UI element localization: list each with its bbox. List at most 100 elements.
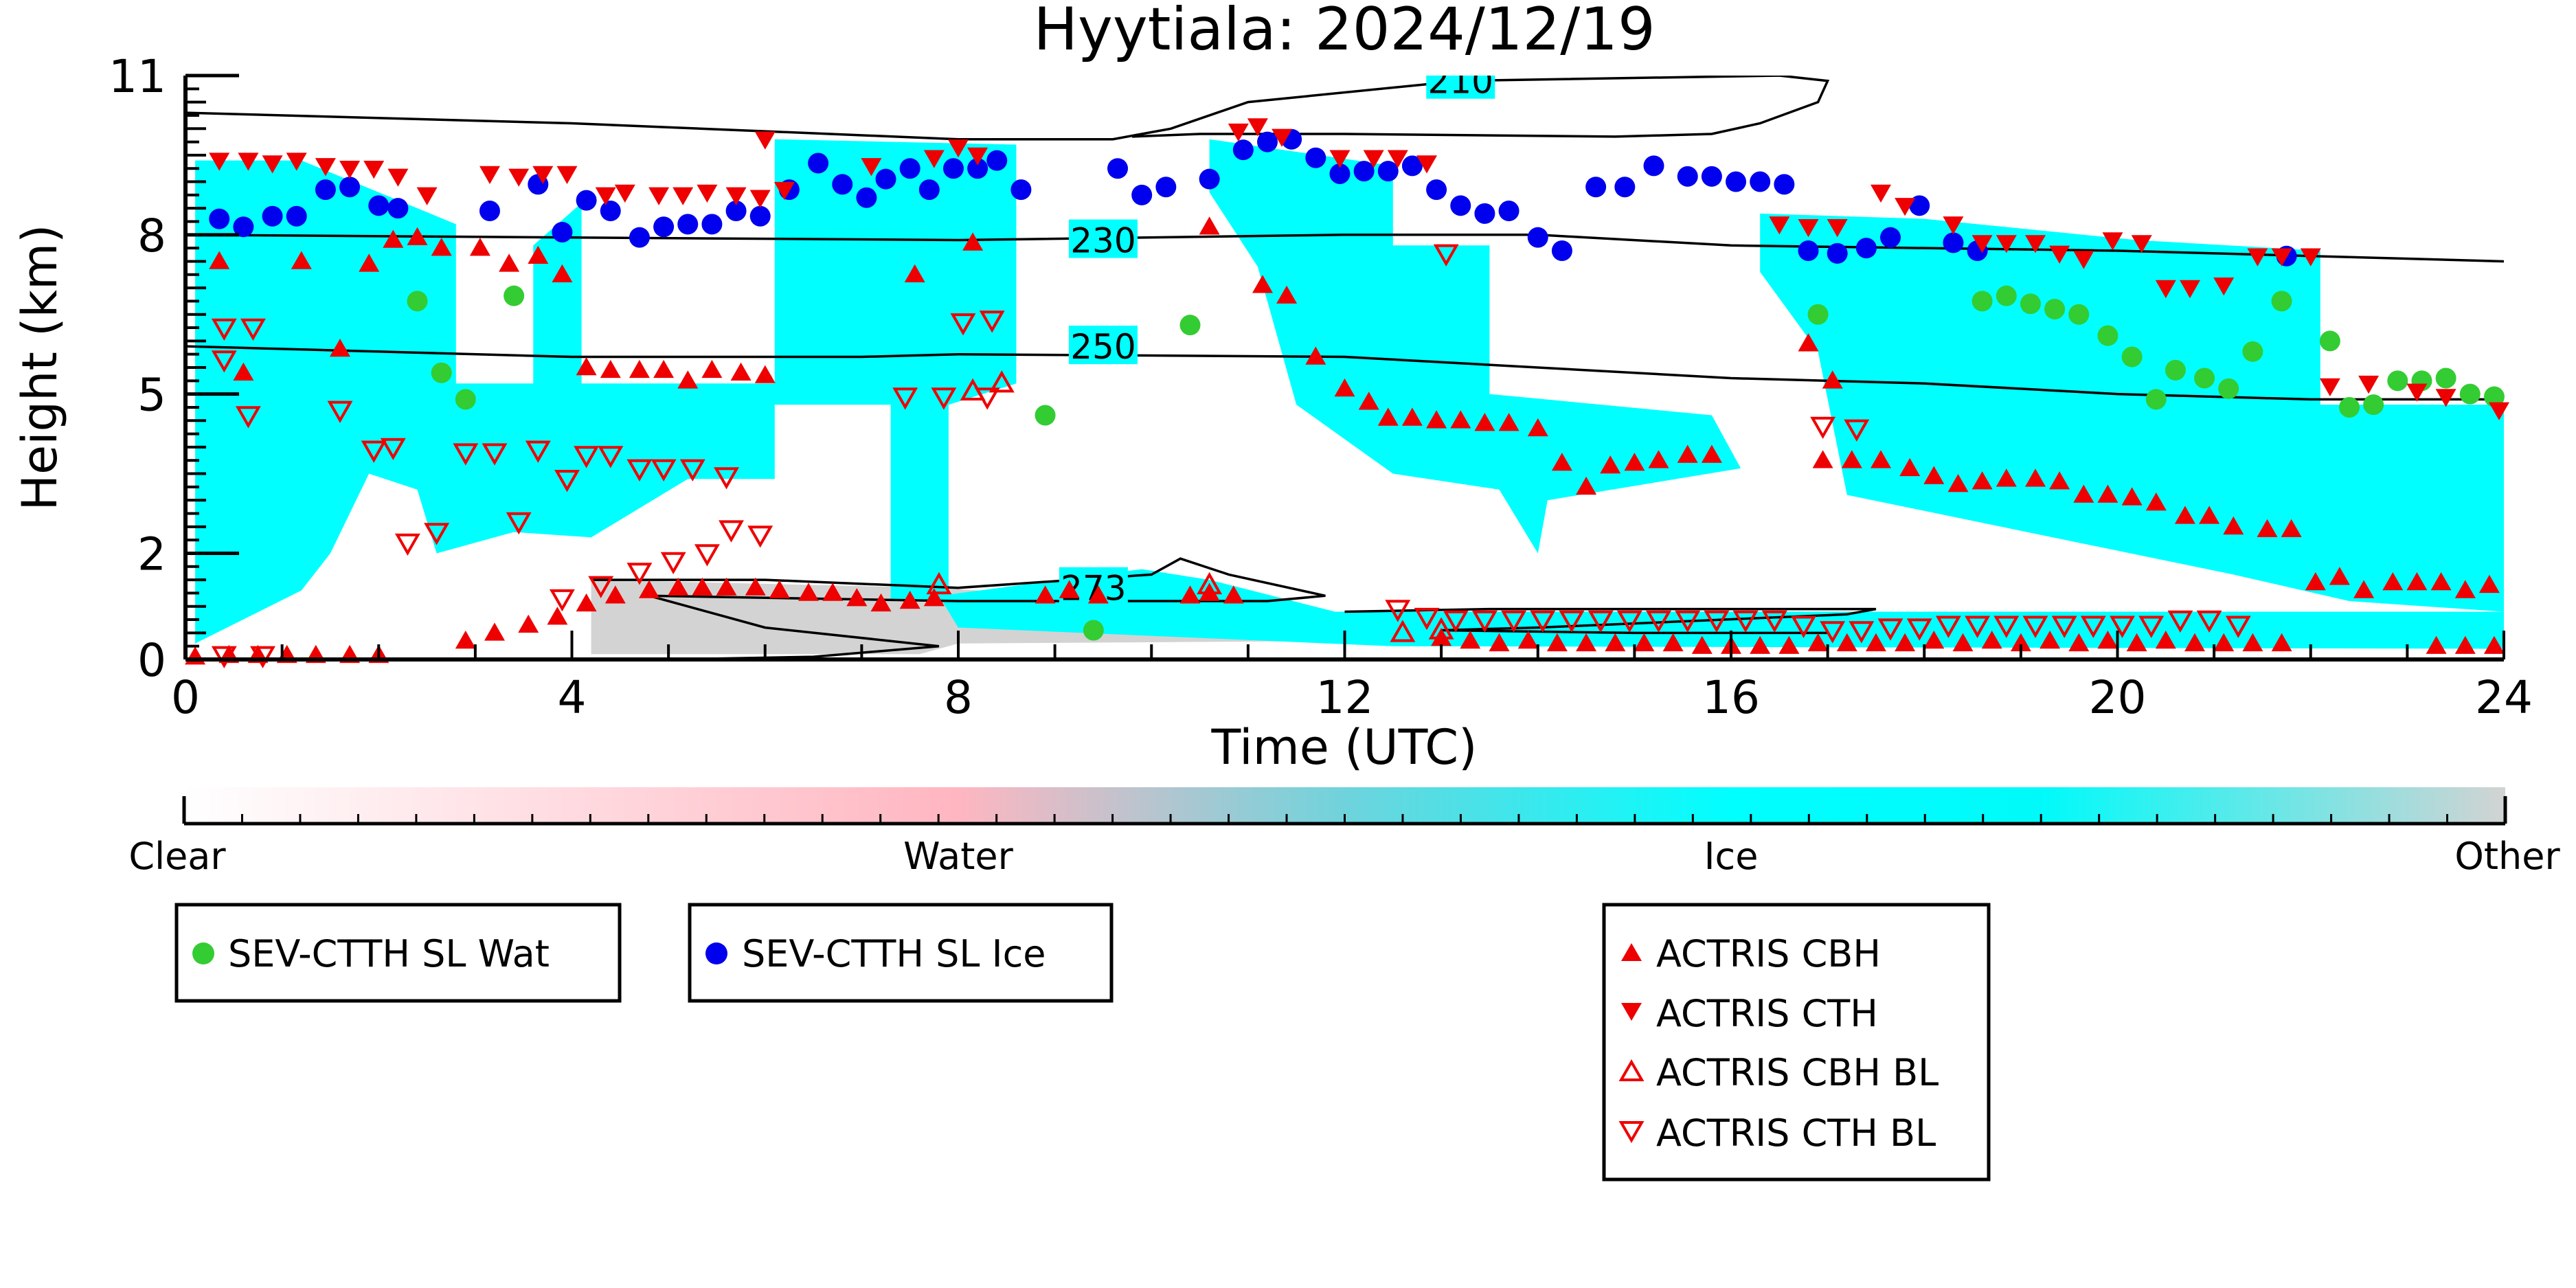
marker-s2-51 (1996, 468, 2017, 487)
marker-s1-3 (286, 205, 307, 227)
legend-marker-actris-cth (1621, 1003, 1642, 1021)
legend-label-actris-cth: ACTRIS CTH (1656, 992, 1878, 1035)
series-5 (211, 244, 2251, 668)
marker-s0-1 (504, 285, 525, 306)
marker-s2-40 (1677, 444, 1698, 463)
marker-s2-131 (2271, 633, 2292, 652)
marker-s5-49 (1732, 610, 1759, 633)
marker-s1-5 (339, 177, 361, 198)
marker-s3-39 (1971, 235, 1993, 253)
marker-s2-129 (2213, 633, 2235, 652)
marker-s2-86 (870, 593, 892, 612)
marker-s2-49 (1947, 474, 1969, 493)
marker-s0-2 (431, 362, 452, 383)
marker-s3-40 (1996, 235, 2017, 253)
marker-s1-21 (832, 174, 853, 195)
marker-s3-41 (2025, 235, 2046, 253)
series-4 (926, 370, 1454, 642)
marker-s2-1 (233, 362, 254, 381)
marker-s2-108 (1605, 633, 1626, 652)
marker-s3-4 (315, 158, 336, 177)
marker-s5-47 (1675, 610, 1701, 633)
colorbar: Clear Water Ice Other (128, 787, 2560, 878)
marker-s2-13 (600, 359, 621, 379)
marker-s5-15 (598, 446, 624, 468)
marker-s2-10 (528, 245, 549, 264)
marker-s0-0 (407, 291, 428, 312)
marker-s2-125 (2097, 631, 2119, 649)
marker-s3-34 (1798, 219, 1819, 238)
marker-s3-52 (2319, 378, 2340, 396)
marker-s2-91 (1087, 585, 1109, 604)
marker-s0-22 (2339, 396, 2360, 418)
y-axis-label: Height (km) (12, 225, 68, 511)
marker-s1-58 (1855, 238, 1877, 259)
marker-s2-6 (407, 227, 428, 245)
marker-s5-11 (506, 512, 532, 535)
marker-s0-20 (2271, 291, 2292, 312)
axes: 0 4 8 12 16 20 24 0 2 5 8 11 (109, 50, 2533, 724)
marker-s1-44 (1474, 203, 1495, 224)
marker-s5-50 (1761, 610, 1787, 633)
marker-s2-46 (1871, 450, 1891, 468)
marker-s2-25 (1305, 346, 1326, 365)
isotherm-label-0: 210 (1428, 62, 1493, 102)
marker-s1-42 (1426, 179, 1447, 201)
marker-s1-8 (479, 201, 500, 222)
marker-s2-119 (1923, 631, 1945, 649)
marker-s1-32 (1155, 177, 1177, 198)
marker-s1-17 (725, 201, 747, 222)
marker-s5-58 (1993, 615, 2020, 638)
marker-s5-24 (950, 313, 976, 336)
marker-s1-50 (1643, 155, 1664, 177)
marker-s1-35 (1257, 131, 1278, 152)
marker-s5-20 (719, 520, 744, 543)
marker-s0-9 (1996, 285, 2017, 306)
marker-s2-73 (518, 614, 539, 633)
marker-s2-133 (2454, 635, 2476, 654)
marker-s3-49 (2247, 248, 2268, 267)
marker-s2-43 (1822, 370, 1843, 389)
marker-s1-11 (576, 190, 597, 211)
marker-s1-22 (856, 187, 877, 208)
marker-s3-7 (387, 168, 409, 187)
marker-s2-90 (1059, 580, 1080, 598)
marker-s3-3 (286, 152, 307, 171)
marker-s3-5 (339, 161, 361, 179)
chart-title: Hyytiala: 2024/12/19 (1033, 0, 1655, 64)
marker-s1-25 (918, 179, 940, 201)
marker-s2-92 (1179, 585, 1201, 604)
marker-s1-23 (875, 168, 896, 190)
marker-s2-32 (1474, 413, 1495, 431)
marker-s5-28 (1810, 416, 1836, 440)
isotherm-label-bg-1 (1068, 219, 1138, 258)
marker-s3-10 (508, 168, 530, 187)
marker-s2-58 (2174, 506, 2195, 524)
marker-s3-24 (948, 139, 969, 158)
marker-s4-3 (1197, 572, 1223, 595)
legend-sev-wat: SEV-CTTH SL Wat (174, 903, 622, 1003)
marker-s3-31 (1387, 150, 1408, 168)
marker-s2-127 (2155, 631, 2176, 649)
marker-s5-43 (1559, 610, 1585, 633)
colorbar-label-ice: Ice (1704, 835, 1759, 878)
marker-s1-52 (1701, 166, 1722, 187)
marker-s5-25 (979, 310, 1005, 333)
marker-s2-124 (2068, 633, 2090, 652)
marker-s2-120 (1952, 633, 1974, 652)
marker-s2-57 (2145, 493, 2167, 511)
marker-s5-13 (554, 470, 580, 493)
marker-s3-6 (363, 161, 385, 179)
series-2 (185, 216, 2505, 665)
marker-s5-27 (1433, 244, 1459, 267)
marker-s2-68 (2430, 572, 2452, 591)
marker-s3-53 (2358, 375, 2380, 394)
marker-s1-60 (1909, 195, 1930, 216)
marker-s2-81 (745, 577, 766, 596)
ice-region-2 (1209, 139, 1741, 554)
marker-s5-63 (2138, 615, 2165, 638)
marker-s2-48 (1923, 466, 1945, 484)
marker-s2-4 (359, 253, 380, 272)
marker-s3-22 (861, 158, 882, 177)
isotherm-line-2 (185, 345, 2504, 401)
